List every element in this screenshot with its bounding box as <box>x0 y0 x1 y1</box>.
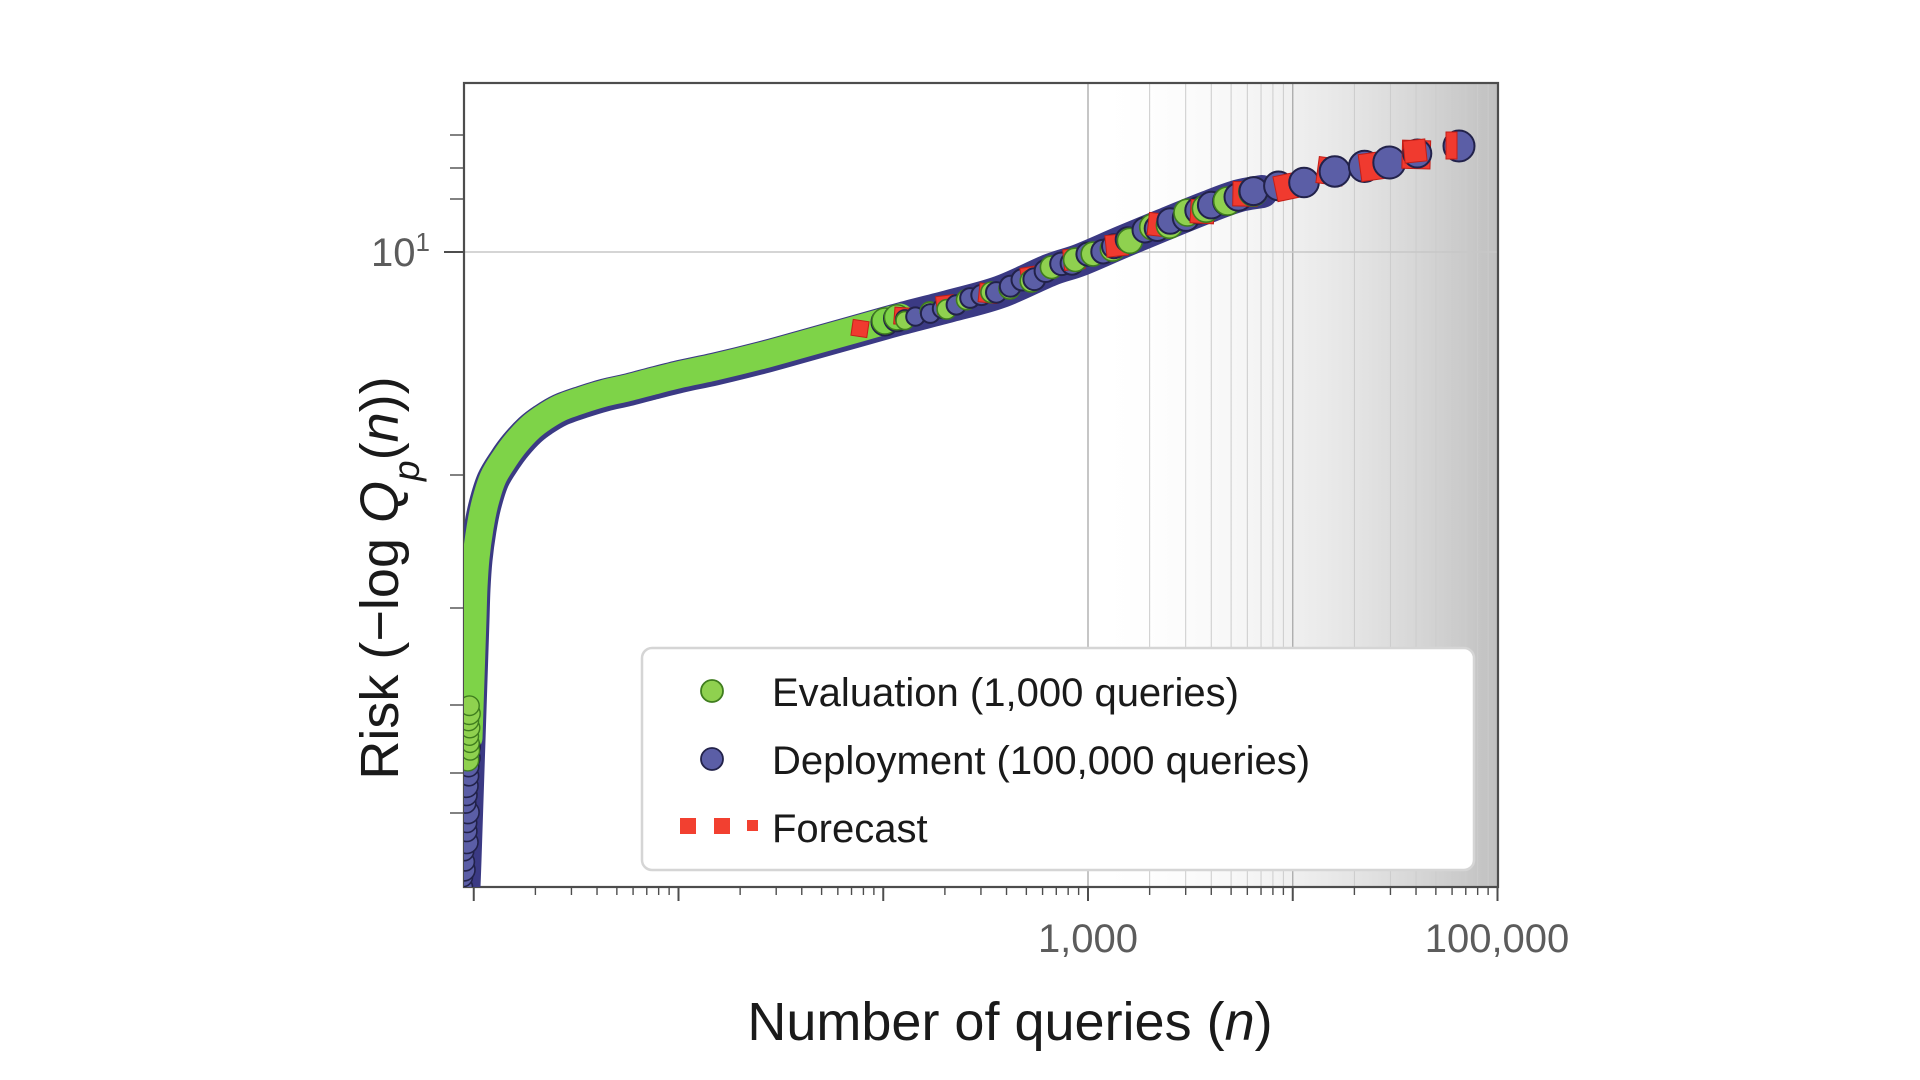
svg-text:101: 101 <box>371 227 430 275</box>
svg-text:1,000: 1,000 <box>1038 917 1138 961</box>
svg-text:Forecast: Forecast <box>772 807 928 851</box>
svg-text:Risk (−log Qp(n)): Risk (−log Qp(n)) <box>350 376 427 779</box>
svg-text:Number of queries (n): Number of queries (n) <box>747 992 1272 1052</box>
svg-text:100,000: 100,000 <box>1425 917 1570 961</box>
svg-text:Deployment (100,000 queries): Deployment (100,000 queries) <box>772 739 1310 783</box>
svg-text:Evaluation (1,000 queries): Evaluation (1,000 queries) <box>772 671 1239 715</box>
